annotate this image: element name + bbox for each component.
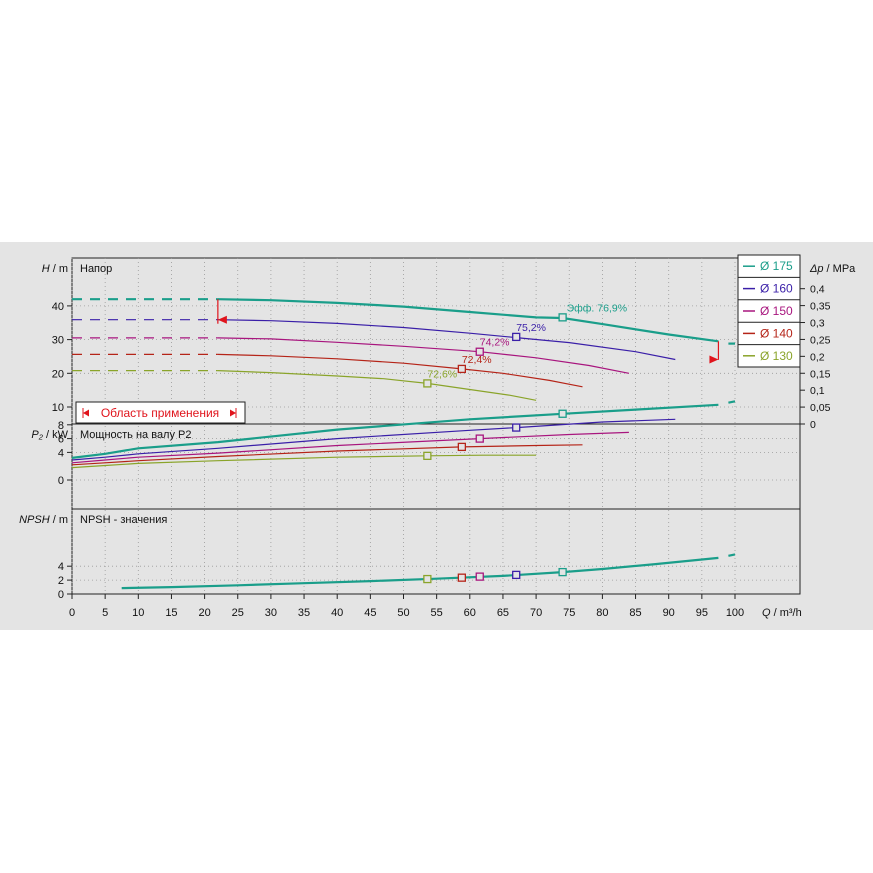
x-tick-label: 20 — [198, 607, 210, 619]
right-axis-label: Δp / MPa — [809, 263, 856, 275]
series-line-head — [217, 337, 630, 374]
series-marker-power — [423, 451, 432, 461]
x-tick-label: 5 — [102, 607, 108, 619]
npsh-marker — [558, 567, 567, 577]
x-tick-label: 15 — [165, 607, 177, 619]
y-tick-label: 40 — [52, 301, 64, 313]
right-tick-label: 0 — [810, 419, 816, 431]
plot-panel-npsh — [71, 508, 801, 595]
series-marker-power — [558, 409, 567, 418]
y-tick-label: 4 — [58, 561, 64, 573]
application-range-left-arrow — [83, 409, 89, 417]
marker-label: 74,2% — [480, 337, 510, 349]
panel-title-head: Напор — [80, 263, 112, 275]
application-range-right-arrow — [230, 409, 236, 417]
x-tick-label: 85 — [629, 607, 641, 619]
x-tick-label: 30 — [265, 607, 277, 619]
series-marker-head — [558, 313, 567, 322]
npsh-marker — [512, 570, 521, 580]
marker-label: Эфф. 76,9% — [567, 302, 627, 314]
panel-title-power: Мощность на валу P2 — [80, 429, 192, 441]
series-line-power — [71, 431, 629, 464]
right-tick-label: 0,4 — [810, 284, 825, 296]
legend-label: Ø 175 — [760, 259, 793, 273]
range-limit-min-arrow — [217, 315, 227, 324]
x-tick-label: 55 — [431, 607, 443, 619]
x-tick-label: 80 — [596, 607, 608, 619]
pump-curve-chart: 0 5 10 15 20 25 30 35 40 45 50 55 60 65 70 75 80 85 90 95 10… — [19, 254, 856, 619]
y-tick-label: 2 — [58, 575, 64, 587]
npsh-marker — [457, 573, 466, 582]
y-tick-label: 20 — [52, 368, 64, 380]
application-range-box — [75, 401, 246, 424]
series-tail-npsh — [728, 553, 736, 557]
right-tick-label: 0,05 — [810, 402, 831, 414]
series-marker-head — [423, 379, 432, 388]
x-tick-label: 0 — [69, 607, 75, 619]
y-axis-label-head: H / m — [42, 263, 68, 275]
series-line-head — [217, 353, 583, 388]
y-tick-label: 8 — [58, 420, 64, 432]
x-tick-label: 75 — [563, 607, 575, 619]
right-tick-label: 0,1 — [810, 385, 825, 397]
marker-label: 75,2% — [516, 322, 546, 334]
x-tick-label: 60 — [464, 607, 476, 619]
y-tick-label: 10 — [52, 402, 64, 414]
panel-title-npsh: NPSH - значения — [80, 514, 167, 526]
x-tick-label: 90 — [663, 607, 675, 619]
x-tick-label: 40 — [331, 607, 343, 619]
y-tick-label: 0 — [58, 475, 64, 487]
legend-label: Ø 130 — [760, 349, 793, 363]
series-marker-head — [475, 347, 484, 356]
right-tick-label: 0,35 — [810, 301, 831, 313]
npsh-marker — [475, 572, 484, 581]
series-marker-head — [512, 332, 521, 342]
series-line-head — [217, 298, 719, 343]
y-tick-label: 4 — [58, 447, 64, 459]
series-marker-head — [457, 364, 466, 374]
series-line-head — [217, 319, 676, 361]
series-marker-power — [475, 434, 484, 443]
legend-label: Ø 150 — [760, 304, 793, 318]
x-tick-label: 100 — [726, 607, 744, 619]
marker-label: 72,6% — [427, 368, 457, 380]
series-line-power — [71, 444, 583, 466]
y-tick-label: 30 — [52, 335, 64, 347]
y-axis-label-power: P₂ / kW — [31, 429, 68, 441]
y-tick-label: 6 — [58, 434, 64, 446]
x-tick-label: 35 — [298, 607, 310, 619]
right-tick-label: 0,25 — [810, 334, 831, 346]
plot-panel-power — [71, 423, 801, 510]
series-line-power — [71, 403, 719, 459]
x-tick-label: 25 — [232, 607, 244, 619]
x-tick-label: 95 — [696, 607, 708, 619]
legend-label: Ø 140 — [760, 326, 793, 340]
chart-panel: 0 5 10 15 20 25 30 35 40 45 50 55 60 65 70 75 80 85 90 95 10… — [0, 242, 873, 630]
series-line-power — [71, 418, 676, 461]
x-axis-label: Q / m³/h — [762, 607, 802, 619]
right-tick-label: 0,3 — [810, 318, 825, 330]
series-line-head — [217, 370, 537, 401]
series-marker-power — [512, 423, 521, 432]
x-tick-label: 10 — [132, 607, 144, 619]
plot-panel-head — [71, 257, 801, 425]
series-marker-power — [457, 442, 466, 452]
application-range-label: Область применения — [101, 406, 219, 420]
series-tail-power — [728, 400, 736, 404]
x-tick-label: 45 — [364, 607, 376, 619]
x-tick-label: 50 — [397, 607, 409, 619]
range-limit-max-arrow — [709, 355, 719, 364]
npsh-marker — [423, 574, 432, 584]
legend-label: Ø 160 — [760, 282, 793, 296]
marker-label: 72,4% — [462, 354, 492, 366]
y-tick-label: 0 — [58, 589, 64, 601]
series-line-power — [71, 454, 537, 469]
x-tick-label: 70 — [530, 607, 542, 619]
series-line-npsh — [121, 556, 719, 590]
x-tick-label: 65 — [497, 607, 509, 619]
y-axis-label-npsh: NPSH / m — [19, 514, 68, 526]
right-tick-label: 0,2 — [810, 351, 825, 363]
right-tick-label: 0,15 — [810, 368, 831, 380]
